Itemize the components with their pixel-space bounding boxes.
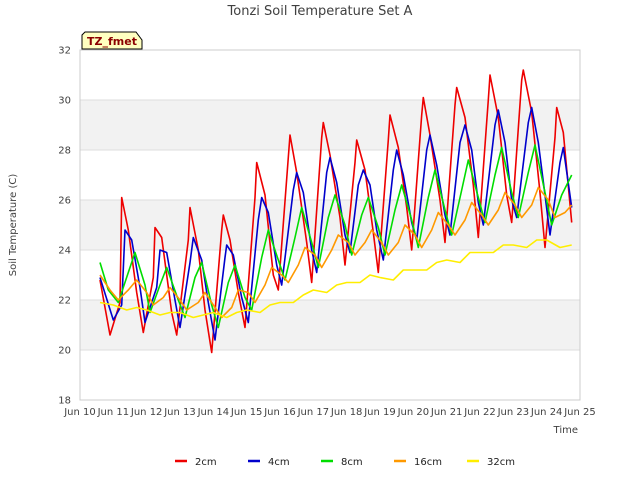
legend-label-16cm: 16cm [414, 457, 442, 468]
x-tick-label: Jun 23 [497, 407, 530, 418]
x-tick-label: Jun 14 [197, 407, 230, 418]
x-tick-label: Jun 18 [330, 407, 363, 418]
y-axis-ticks: 18 20 22 24 26 28 30 32 [58, 46, 71, 407]
legend-label-2cm: 2cm [195, 457, 217, 468]
series-lines [99, 69, 573, 354]
x-axis-label: Time [553, 425, 578, 436]
y-tick-label: 32 [58, 46, 71, 57]
y-tick-label: 24 [58, 246, 71, 257]
x-tick-label: Jun 21 [430, 407, 463, 418]
x-tick-label: Jun 16 [263, 407, 296, 418]
legend-label-4cm: 4cm [268, 457, 290, 468]
x-tick-label: Jun 24 [530, 407, 563, 418]
legend-label-32cm: 32cm [487, 457, 515, 468]
series-line-4cm [99, 106, 573, 341]
plot-frame [79, 49, 581, 401]
x-tick-label: Jun 20 [397, 407, 430, 418]
legend: 2cm 4cm 8cm 16cm 32cm [175, 457, 515, 468]
plot-background [79, 49, 581, 401]
series-line-32cm [99, 239, 572, 319]
series-line-2cm [99, 69, 573, 354]
x-tick-label: Jun 10 [63, 407, 96, 418]
y-tick-label: 20 [58, 346, 71, 357]
site-badge-label: TZ_fmet [87, 35, 137, 48]
x-tick-label: Jun 12 [130, 407, 163, 418]
x-tick-label: Jun 15 [230, 407, 263, 418]
site-badge-box [81, 31, 143, 50]
y-tick-label: 22 [58, 296, 71, 307]
series-line-8cm [99, 144, 573, 329]
y-axis-label: Soil Temperature (C) [8, 174, 19, 277]
x-tick-label: Jun 25 [563, 407, 596, 418]
x-tick-label: Jun 11 [97, 407, 130, 418]
site-badge: TZ_fmet [81, 31, 143, 50]
x-axis-ticks: Jun 10 Jun 11 Jun 12 Jun 13 Jun 14 Jun 15 Jun … [63, 407, 596, 418]
x-tick-label: Jun 19 [363, 407, 396, 418]
grid-band [80, 200, 580, 250]
y-tick-label: 30 [58, 96, 71, 107]
series-line-16cm [99, 186, 573, 319]
y-tick-label: 18 [58, 396, 71, 407]
x-tick-label: Jun 17 [297, 407, 330, 418]
grid-band [80, 300, 580, 350]
x-tick-label: Jun 13 [163, 407, 196, 418]
chart-title: Tonzi Soil Temperature Set A [227, 4, 413, 19]
y-tick-label: 28 [58, 146, 71, 157]
x-tick-label: Jun 22 [463, 407, 496, 418]
legend-label-8cm: 8cm [341, 457, 363, 468]
y-tick-label: 26 [58, 196, 71, 207]
